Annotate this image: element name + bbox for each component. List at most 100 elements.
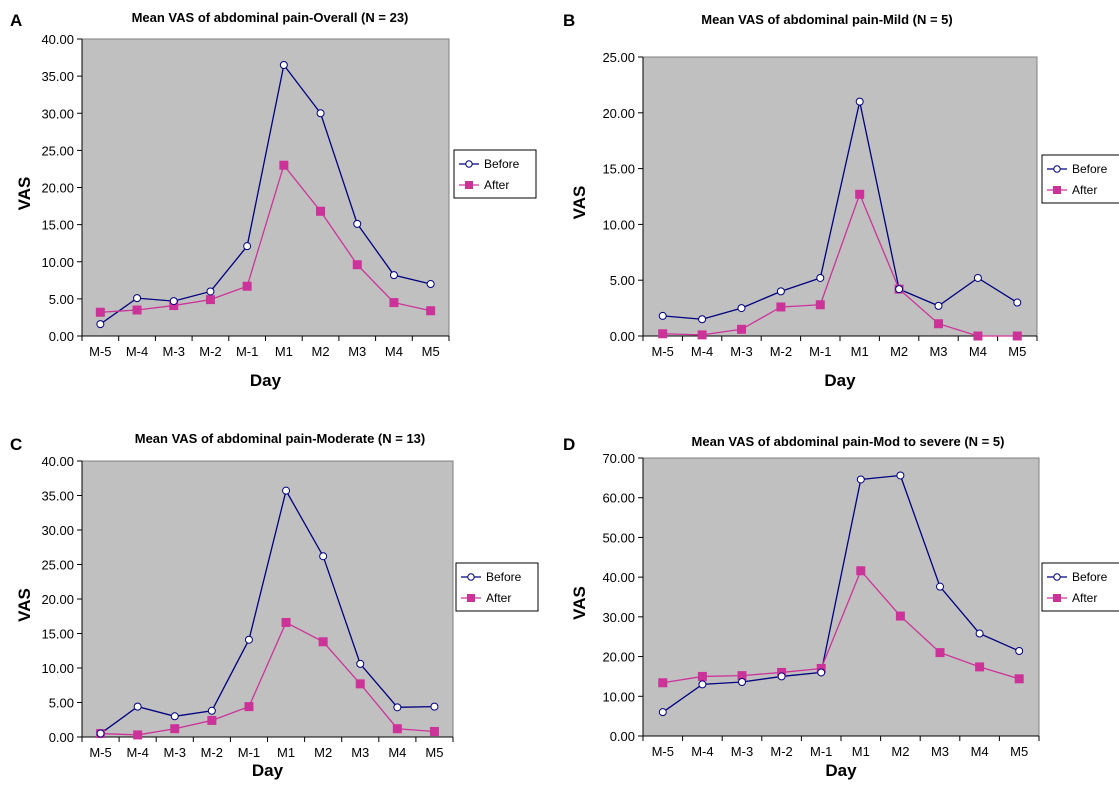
y-axis-title: VAS xyxy=(15,177,34,211)
x-tick-label: M-2 xyxy=(770,344,792,359)
data-point-after xyxy=(1014,674,1024,684)
series-line-after xyxy=(100,163,431,313)
data-point-after xyxy=(1012,331,1022,341)
data-point-before xyxy=(319,552,328,561)
data-point-after xyxy=(697,671,707,681)
x-axis-title: Day xyxy=(252,761,284,780)
legend: Before After xyxy=(453,149,537,199)
legend-label: After xyxy=(486,591,511,605)
x-tick-label: M5 xyxy=(422,344,440,359)
data-point-before xyxy=(279,60,288,69)
x-axis-title: Day xyxy=(825,761,857,780)
y-tick-label: 5.00 xyxy=(610,273,635,288)
y-tick-label: 20.00 xyxy=(41,592,74,607)
y-axis-title: VAS xyxy=(15,588,34,622)
chart-title: Mean VAS of abdominal pain-Overall (N = … xyxy=(132,10,409,25)
legend: Before After xyxy=(455,562,539,612)
series-line-before xyxy=(662,474,1020,713)
y-tick-label: 30.00 xyxy=(602,610,635,625)
y-axis-title: VAS xyxy=(570,586,589,620)
legend-label: After xyxy=(1072,183,1097,197)
data-point-after xyxy=(132,305,142,315)
data-point-before xyxy=(356,659,365,668)
x-tick-label: M4 xyxy=(969,344,987,359)
data-point-after xyxy=(935,648,945,658)
data-point-after xyxy=(242,281,252,291)
y-tick-label: 15.00 xyxy=(41,218,74,233)
y-axis-title: VAS xyxy=(570,186,589,220)
x-tick-label: M-1 xyxy=(236,344,258,359)
data-point-before xyxy=(973,273,982,282)
data-point-after xyxy=(776,302,786,312)
data-point-after xyxy=(973,331,983,341)
data-point-after xyxy=(426,306,436,316)
data-point-before xyxy=(856,475,865,484)
y-tick-label: 60.00 xyxy=(602,491,635,506)
y-tick-label: 25.00 xyxy=(41,143,74,158)
data-point-after xyxy=(279,160,289,170)
data-point-after xyxy=(855,189,865,199)
panel-letter: D xyxy=(563,435,575,454)
data-point-before xyxy=(658,311,667,320)
y-tick-label: 30.00 xyxy=(41,523,74,538)
plot-area xyxy=(642,457,1040,737)
x-tick-label: M-1 xyxy=(238,745,260,760)
data-point-after xyxy=(316,206,326,216)
series-line-after xyxy=(662,569,1020,684)
legend-label: After xyxy=(484,178,509,192)
data-point-after xyxy=(205,295,215,305)
legend-marker xyxy=(1053,186,1061,194)
data-point-after xyxy=(895,611,905,621)
data-point-after xyxy=(815,300,825,310)
data-point-after xyxy=(170,724,180,734)
chart-panel-a: A Mean VAS of abdominal pain-Overall (N =… xyxy=(10,10,537,390)
data-point-after xyxy=(355,679,365,689)
chart-title: Mean VAS of abdominal pain-Moderate (N =… xyxy=(135,431,426,446)
plot-area xyxy=(642,56,1038,337)
data-point-after xyxy=(133,730,143,740)
x-axis-title: Day xyxy=(250,371,282,390)
y-tick-label: 10.00 xyxy=(602,217,635,232)
series-line-before xyxy=(100,488,435,735)
x-axis-title: Day xyxy=(824,371,856,390)
x-tick-label: M4 xyxy=(388,745,406,760)
legend-marker xyxy=(465,181,473,189)
x-tick-label: M-1 xyxy=(810,744,832,759)
x-tick-label: M2 xyxy=(891,744,909,759)
y-tick-label: 0.00 xyxy=(610,729,635,744)
data-point-before xyxy=(658,708,667,717)
chart-panel-c: C Mean VAS of abdominal pain-Moderate (N … xyxy=(10,431,539,780)
y-tick-label: 70.00 xyxy=(602,451,635,466)
legend-marker xyxy=(467,594,475,602)
data-point-before xyxy=(738,677,746,686)
plot-area xyxy=(81,38,450,337)
data-point-before xyxy=(776,287,785,296)
y-tick-label: 0.00 xyxy=(49,730,74,745)
data-point-after xyxy=(429,726,439,736)
x-tick-label: M-4 xyxy=(691,744,713,759)
x-tick-label: M1 xyxy=(851,344,869,359)
x-tick-label: M-4 xyxy=(126,344,148,359)
data-point-before xyxy=(206,287,215,296)
x-tick-label: M4 xyxy=(971,744,989,759)
series-line-before xyxy=(99,63,431,325)
data-point-after xyxy=(658,329,668,339)
legend-box xyxy=(455,562,539,612)
x-tick-label: M2 xyxy=(890,344,908,359)
panel-letter: B xyxy=(563,11,575,30)
y-tick-label: 40.00 xyxy=(602,570,635,585)
legend-marker xyxy=(465,160,473,168)
x-tick-label: M-5 xyxy=(652,744,674,759)
legend-marker xyxy=(1053,165,1061,173)
x-tick-label: M1 xyxy=(277,745,295,760)
panel-letter: C xyxy=(10,435,22,454)
y-tick-label: 35.00 xyxy=(41,489,74,504)
x-tick-label: M-3 xyxy=(163,344,185,359)
y-tick-label: 20.00 xyxy=(602,650,635,665)
data-point-before xyxy=(698,315,707,324)
x-tick-label: M-4 xyxy=(126,745,148,760)
data-point-before xyxy=(1015,647,1024,656)
y-tick-label: 25.00 xyxy=(602,50,635,65)
data-point-before xyxy=(816,273,825,282)
